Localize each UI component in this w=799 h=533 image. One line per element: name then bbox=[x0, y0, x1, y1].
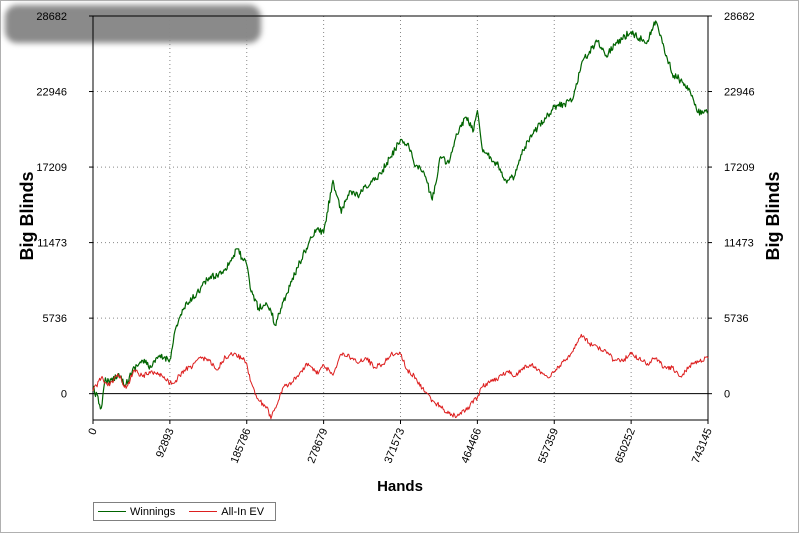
y-tick-label-right: 5736 bbox=[724, 313, 748, 325]
legend-label-winnings: Winnings bbox=[130, 505, 176, 518]
x-tick-label: 278679 bbox=[306, 427, 331, 466]
x-axis-ticks: 0 92893 185786 278679 371573 464466 557359 6502… bbox=[86, 420, 715, 466]
y-tick-label-left: 22946 bbox=[36, 87, 67, 99]
y-tick-label-right: 22946 bbox=[724, 87, 755, 99]
series-line-allin-ev bbox=[92, 333, 709, 420]
legend-item-allin-ev: All-In EV bbox=[185, 506, 264, 518]
x-tick-label: 92893 bbox=[154, 427, 177, 460]
legend-swatch-allin-ev bbox=[189, 511, 218, 512]
legend-item-winnings: Winnings bbox=[94, 506, 175, 518]
y-axis-right-ticks: 0 5736 11473 17209 22946 28682 bbox=[708, 11, 755, 401]
redacted-title-blur bbox=[5, 5, 261, 43]
y-tick-label-right: 0 bbox=[724, 389, 730, 401]
x-tick-label: 743145 bbox=[690, 427, 715, 466]
x-tick-label: 0 bbox=[86, 427, 99, 437]
chart-grid bbox=[93, 15, 708, 420]
y-axis-title-left: Big Blinds bbox=[17, 172, 37, 261]
y-axis-left-ticks: 0 5736 11473 17209 22946 28682 bbox=[36, 11, 93, 401]
y-tick-label-left: 5736 bbox=[43, 313, 67, 325]
x-tick-label: 464466 bbox=[459, 427, 484, 466]
x-tick-label: 557359 bbox=[536, 427, 561, 466]
y-axis-title-right: Big Blinds bbox=[763, 172, 783, 261]
y-tick-label-right: 17209 bbox=[724, 162, 755, 174]
x-axis-title: Hands bbox=[377, 478, 423, 495]
y-tick-label-left: 0 bbox=[61, 389, 67, 401]
legend-label-allin-ev: All-In EV bbox=[221, 505, 265, 518]
y-tick-label-left: 11473 bbox=[37, 238, 67, 250]
y-tick-label-left: 17209 bbox=[36, 162, 67, 174]
x-tick-label: 185786 bbox=[229, 427, 254, 466]
y-tick-label-right: 28682 bbox=[724, 11, 755, 23]
x-tick-label: 650252 bbox=[613, 427, 638, 466]
y-tick-label-right: 11473 bbox=[724, 238, 754, 250]
legend-swatch-winnings bbox=[98, 511, 126, 512]
x-tick-label: 371573 bbox=[382, 427, 407, 466]
series-line-winnings bbox=[92, 20, 709, 410]
series-layer bbox=[92, 20, 709, 420]
y-tick-label-left: 28682 bbox=[36, 11, 67, 23]
legend: Winnings All-In EV bbox=[93, 502, 276, 521]
